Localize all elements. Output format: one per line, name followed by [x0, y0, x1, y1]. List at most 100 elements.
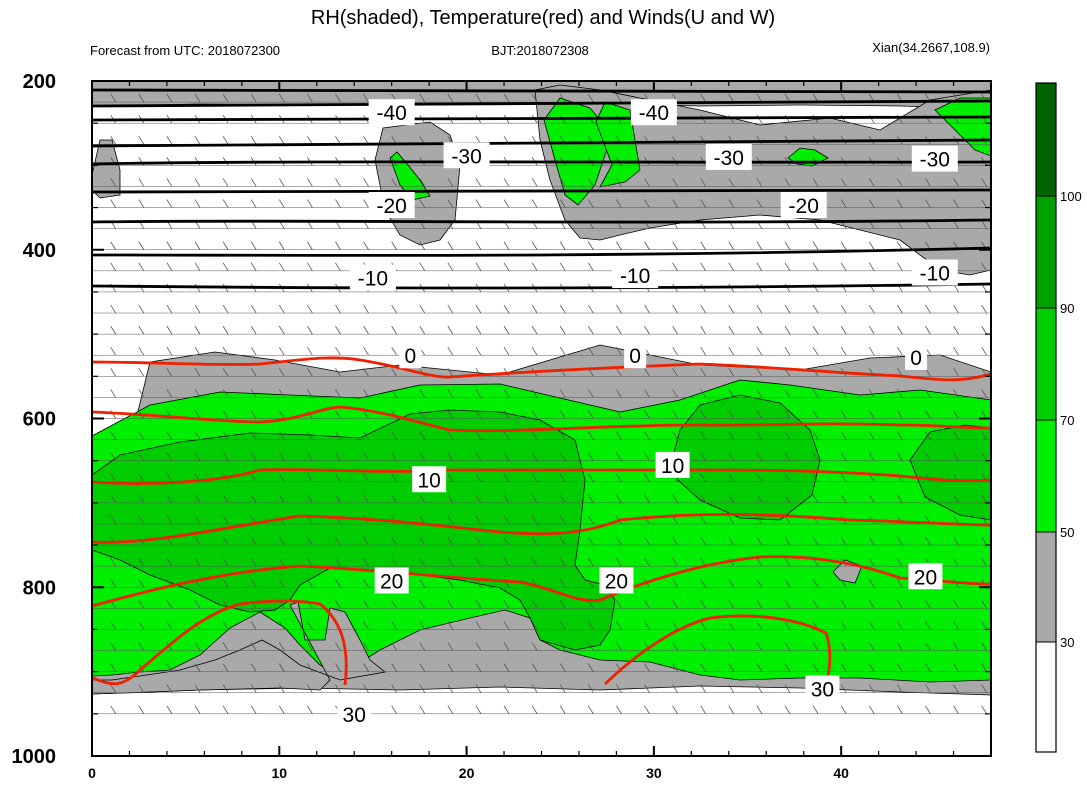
wind-barb	[503, 347, 510, 356]
wind-barb	[194, 705, 201, 715]
wind-barb	[925, 410, 931, 419]
colorbar-cell	[1035, 307, 1057, 421]
wind-barb	[728, 410, 735, 419]
wind-barb	[166, 241, 173, 250]
wind-barb	[250, 199, 257, 208]
wind-barb	[616, 199, 622, 208]
wind-barb	[616, 389, 622, 398]
wind-barb	[784, 705, 791, 715]
wind-barb	[250, 347, 257, 356]
wind-barb	[138, 600, 145, 609]
temp-label: 0	[405, 345, 417, 368]
temp-label-bg	[412, 466, 447, 493]
wind-barb	[756, 304, 763, 314]
wind-barb	[194, 684, 201, 693]
colorbar-label: 50	[1060, 525, 1074, 540]
wind-barb	[784, 557, 791, 567]
wind-barb	[475, 389, 482, 398]
wind-barb	[194, 389, 201, 398]
wind-barb	[110, 621, 117, 630]
wind-barb	[897, 663, 903, 672]
wind-barb	[335, 494, 341, 504]
wind-barb	[419, 557, 426, 567]
wind-barb	[250, 536, 257, 546]
wind-barb	[166, 705, 173, 715]
wind-barb	[278, 410, 285, 419]
wind-barb	[644, 684, 650, 693]
wind-barb	[784, 431, 791, 440]
wind-barb	[925, 431, 931, 440]
wind-barb	[672, 262, 678, 272]
wind-barb	[475, 431, 482, 440]
wind-barb	[728, 536, 735, 546]
wind-barb	[110, 93, 117, 103]
wind-barb	[700, 705, 707, 715]
wind-barb	[728, 241, 735, 250]
wind-barb	[587, 431, 594, 440]
wind-barb	[925, 642, 931, 651]
wind-barb	[616, 557, 622, 567]
wind-barb	[222, 304, 229, 314]
wind-barb	[587, 262, 594, 272]
wind-barb	[391, 494, 398, 504]
wind-barb	[672, 347, 678, 356]
wind-barb	[250, 368, 257, 377]
y-tick-label: 400	[23, 240, 56, 262]
wind-barb	[925, 684, 931, 693]
wind-barb	[756, 494, 763, 504]
colorbar-cell	[1035, 82, 1057, 197]
wind-barb	[559, 515, 566, 525]
wind-barb	[222, 368, 229, 377]
wind-barb	[278, 494, 285, 504]
wind-barb	[953, 515, 959, 525]
wind-barb	[868, 431, 875, 440]
temp-label: 10	[661, 455, 684, 478]
wind-barb	[644, 431, 650, 440]
wind-barb	[812, 241, 819, 250]
wind-barb	[672, 304, 678, 314]
wind-barb	[307, 579, 313, 588]
wind-barb	[953, 621, 959, 630]
wind-barb	[981, 220, 987, 229]
wind-barb	[672, 368, 678, 377]
colorbar-label: 90	[1060, 301, 1074, 316]
wind-barb	[812, 347, 819, 356]
wind-barb	[222, 557, 229, 567]
wind-barb	[447, 241, 454, 250]
wind-barb	[475, 557, 482, 567]
wind-barb	[672, 494, 678, 504]
wind-barb	[335, 347, 341, 356]
wind-barb	[953, 684, 959, 693]
wind-barb	[475, 93, 482, 103]
wind-barb	[700, 241, 707, 250]
wind-barb	[110, 304, 117, 314]
wind-barb	[868, 262, 875, 272]
wind-barb	[700, 410, 707, 419]
wind-barb	[672, 325, 678, 335]
wind-barb	[222, 241, 229, 250]
wind-barb	[868, 642, 875, 651]
wind-barb	[700, 642, 707, 651]
wind-barb	[981, 536, 987, 546]
wind-barb	[166, 262, 173, 272]
wind-barb	[475, 325, 482, 335]
wind-barb	[447, 368, 454, 377]
wind-barb	[531, 536, 538, 546]
wind-barb	[981, 663, 987, 672]
wind-barb	[925, 600, 931, 609]
wind-barb	[953, 642, 959, 651]
wind-barb	[616, 600, 622, 609]
wind-barb	[700, 325, 707, 335]
wind-barb	[166, 600, 173, 609]
wind-barb	[840, 642, 847, 651]
wind-barb	[644, 473, 650, 482]
wind-barb	[587, 621, 594, 630]
temp-label-bg	[599, 567, 634, 594]
wind-barb	[616, 241, 622, 250]
wind-barb	[868, 452, 875, 461]
wind-barb	[587, 494, 594, 504]
temp-label-bg	[905, 343, 928, 370]
wind-barb	[503, 262, 510, 272]
wind-barb	[897, 705, 903, 715]
x-tick-label: 0	[88, 765, 96, 781]
